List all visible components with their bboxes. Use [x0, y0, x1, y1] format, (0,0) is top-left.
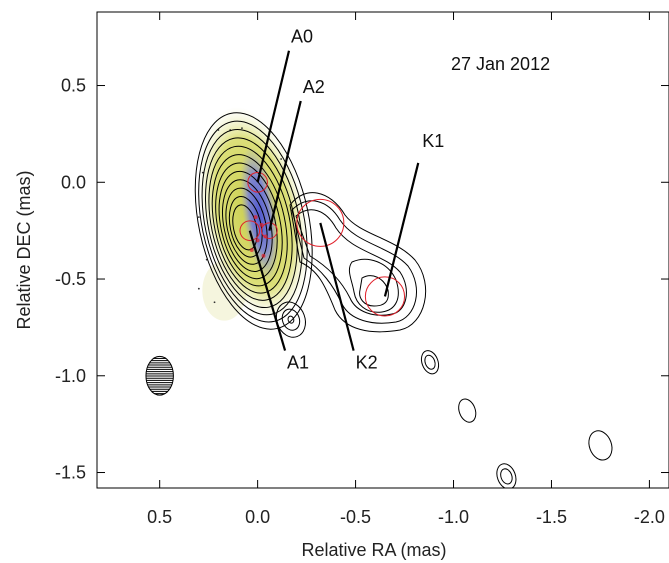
core-contour	[215, 162, 283, 287]
leader-line-a0	[256, 50, 291, 183]
red-emission	[259, 222, 264, 227]
noise-dot	[197, 216, 200, 219]
jet-contour	[289, 192, 427, 333]
y-tick-label: 0.0	[61, 172, 86, 192]
tick-labels: 0.5 0.0 -0.5 -1.0 -1.5 -2.0 0.5 0.0 -0.5 -1.0 -1.5	[55, 76, 665, 527]
jet-contour	[359, 275, 389, 307]
jet-contour	[295, 209, 407, 316]
model-component-circle	[364, 276, 406, 317]
polarization-blue	[240, 145, 279, 281]
axis-ticks	[97, 12, 669, 488]
red-emission	[249, 248, 254, 252]
component-label-a1: A1	[287, 353, 309, 373]
component-label-a2: A2	[303, 77, 325, 97]
core-contour	[198, 120, 308, 323]
component-label-k1: K1	[422, 131, 444, 151]
core-contour	[232, 204, 258, 251]
y-tick-label: -1.5	[55, 463, 86, 483]
island-contour	[424, 354, 436, 370]
x-tick-label: -2.0	[634, 507, 665, 527]
core-contour	[222, 179, 273, 272]
red-emission	[253, 215, 258, 220]
red-emission	[255, 238, 260, 243]
x-tick-label: -1.5	[536, 507, 567, 527]
island-contour	[588, 430, 613, 461]
leader-line-a1	[248, 230, 287, 351]
x-tick-label: -1.0	[438, 507, 469, 527]
component-labels: A0 A2 A1 K1 K2	[248, 27, 444, 373]
y-tick-label: -0.5	[55, 269, 86, 289]
component-label-k2: K2	[356, 353, 378, 373]
noise-dot	[197, 287, 200, 290]
leader-line-k1	[383, 162, 420, 297]
model-component-circle	[261, 222, 278, 239]
red-emission	[261, 253, 266, 258]
x-tick-label: -0.5	[340, 507, 371, 527]
model-component-circle	[296, 198, 345, 247]
x-tick-label: 0.0	[245, 507, 270, 527]
noise-dot	[201, 171, 204, 174]
island-contour	[281, 308, 301, 331]
core-contour	[204, 137, 298, 309]
noise-dot	[213, 301, 216, 304]
y-tick-label: 0.5	[61, 76, 86, 96]
core-contour	[211, 154, 288, 294]
noise-dot	[280, 158, 283, 160]
island-contour	[458, 398, 477, 423]
model-component-circle	[239, 220, 261, 241]
core-contour	[218, 170, 278, 280]
noise-dot	[241, 127, 243, 129]
y-axis-title: Relative DEC (mas)	[14, 170, 34, 329]
island-contour	[500, 468, 513, 485]
x-tick-label: 0.5	[147, 507, 172, 527]
y-tick-label: -1.0	[55, 366, 86, 386]
component-label-a0: A0	[291, 27, 313, 47]
core-contour	[225, 187, 268, 265]
core-contour	[208, 145, 293, 301]
leader-line-a2	[268, 100, 302, 231]
contour-map	[145, 107, 613, 488]
island-contour	[420, 350, 440, 375]
model-component-circle	[247, 171, 268, 193]
island-contour	[287, 315, 295, 324]
jet-contour	[348, 258, 399, 313]
epoch-label: 27 Jan 2012	[451, 54, 550, 74]
leader-line-k2	[319, 222, 355, 351]
core-contour	[201, 129, 303, 316]
plot-frame	[96, 11, 669, 489]
island-contour	[496, 463, 517, 488]
x-axis-title: Relative RA (mas)	[301, 540, 446, 560]
